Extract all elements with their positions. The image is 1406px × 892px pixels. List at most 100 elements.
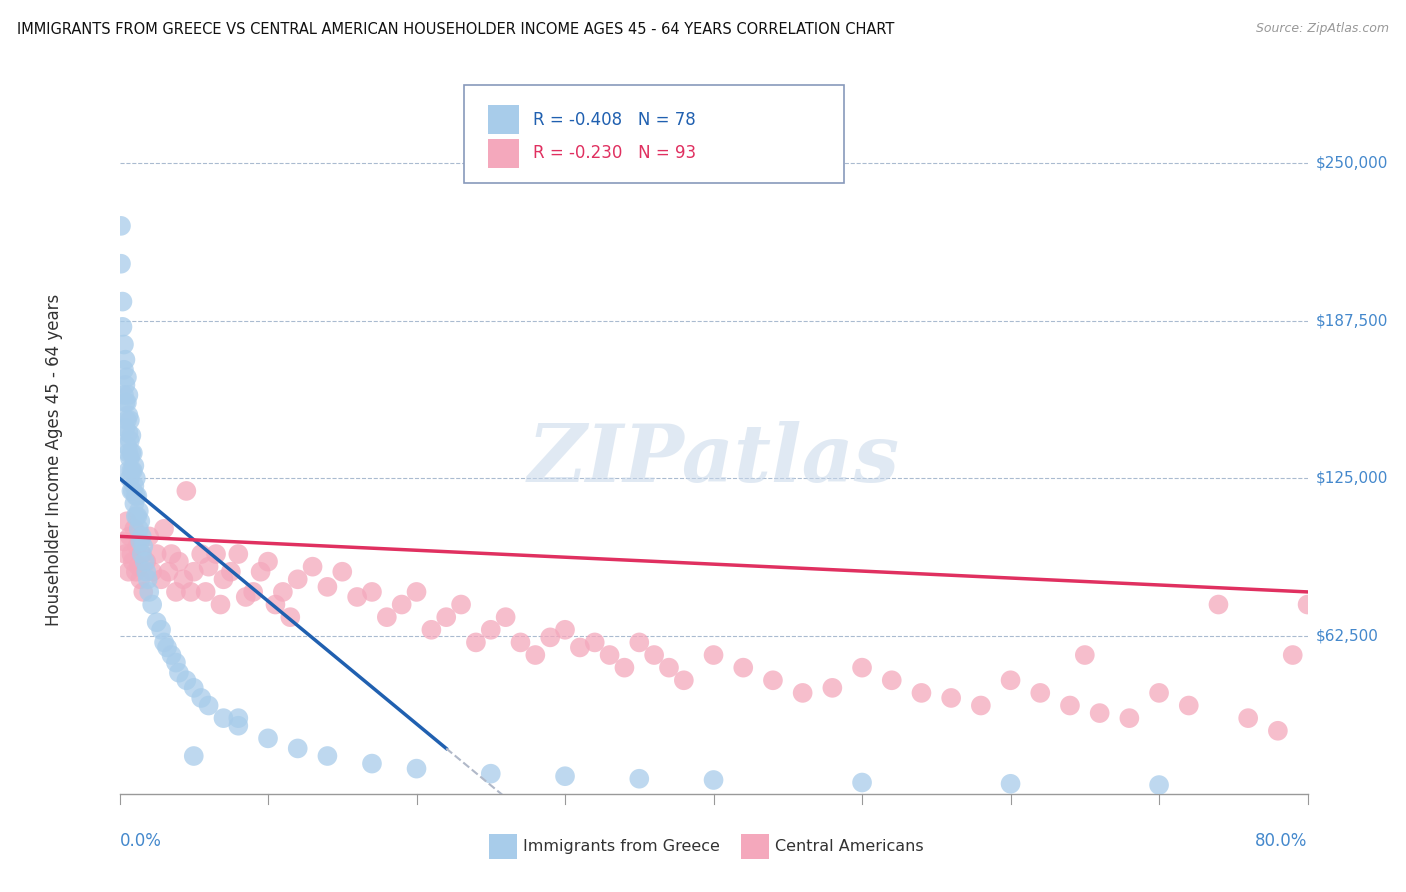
Point xyxy=(479,766,502,780)
Point xyxy=(190,547,212,561)
Point xyxy=(125,489,148,503)
Point xyxy=(118,451,141,466)
Point xyxy=(131,529,153,543)
Point xyxy=(128,504,150,518)
Point xyxy=(1029,686,1052,700)
Point xyxy=(228,719,250,733)
Point xyxy=(111,294,134,309)
Point xyxy=(613,660,636,674)
Point xyxy=(910,686,932,700)
Point xyxy=(122,464,145,478)
Text: R = -0.230   N = 93: R = -0.230 N = 93 xyxy=(533,145,696,162)
Point xyxy=(464,635,486,649)
Point xyxy=(228,547,250,561)
Point xyxy=(118,471,141,485)
Point xyxy=(127,509,149,524)
Point xyxy=(479,623,502,637)
Point xyxy=(450,598,472,612)
Point xyxy=(172,572,194,586)
Point xyxy=(183,565,205,579)
Text: Immigrants from Greece: Immigrants from Greece xyxy=(523,839,720,854)
Point xyxy=(127,540,149,554)
Point xyxy=(278,610,301,624)
Point xyxy=(141,598,163,612)
Point xyxy=(150,623,173,637)
Point xyxy=(970,698,993,713)
Point xyxy=(1118,711,1140,725)
Point xyxy=(160,648,183,662)
Point xyxy=(118,434,141,448)
Point xyxy=(165,585,187,599)
Point xyxy=(120,446,142,460)
Point xyxy=(124,479,146,493)
Point xyxy=(212,572,235,586)
Point xyxy=(129,514,152,528)
Text: $62,500: $62,500 xyxy=(1316,629,1379,644)
Point xyxy=(120,428,142,442)
Point xyxy=(658,660,681,674)
Point xyxy=(361,585,384,599)
Point xyxy=(792,686,814,700)
Point xyxy=(568,640,591,655)
Point xyxy=(219,565,242,579)
Point xyxy=(165,656,187,670)
Point xyxy=(150,572,173,586)
Point xyxy=(205,547,228,561)
Text: R = -0.408   N = 78: R = -0.408 N = 78 xyxy=(533,111,696,128)
Point xyxy=(117,464,139,478)
Point xyxy=(434,610,457,624)
Point xyxy=(1147,686,1170,700)
Text: $250,000: $250,000 xyxy=(1316,155,1388,170)
Text: $187,500: $187,500 xyxy=(1316,313,1388,328)
Point xyxy=(851,660,873,674)
Point xyxy=(287,741,309,756)
Text: Householder Income Ages 45 - 64 years: Householder Income Ages 45 - 64 years xyxy=(45,293,63,625)
Point xyxy=(117,408,139,422)
Point xyxy=(1237,711,1260,725)
Point xyxy=(160,547,183,561)
Point xyxy=(851,775,873,789)
Point xyxy=(129,534,152,549)
Point xyxy=(128,522,150,536)
Point xyxy=(131,547,153,561)
Text: Central Americans: Central Americans xyxy=(775,839,924,854)
Point xyxy=(316,749,339,764)
Point xyxy=(114,421,136,435)
Point xyxy=(271,585,294,599)
Point xyxy=(153,635,176,649)
Point xyxy=(117,388,139,402)
Point xyxy=(132,540,155,554)
Point xyxy=(180,585,202,599)
Point xyxy=(167,555,190,569)
Point xyxy=(330,565,353,579)
Point xyxy=(405,762,427,776)
Point xyxy=(1000,777,1022,791)
Point xyxy=(228,711,250,725)
Point xyxy=(115,514,138,528)
Point xyxy=(1267,723,1289,738)
Point xyxy=(125,471,148,485)
Point xyxy=(495,610,517,624)
Point xyxy=(405,585,427,599)
Text: 80.0%: 80.0% xyxy=(1256,831,1308,850)
Point xyxy=(554,623,576,637)
Point xyxy=(702,648,725,662)
Point xyxy=(145,615,167,630)
Point xyxy=(628,635,651,649)
Point xyxy=(131,547,153,561)
Point xyxy=(375,610,398,624)
Point xyxy=(118,529,141,543)
Point xyxy=(112,534,135,549)
Point xyxy=(346,590,368,604)
Point xyxy=(599,648,621,662)
Point xyxy=(115,438,138,452)
Point xyxy=(1296,598,1319,612)
Point xyxy=(183,749,205,764)
Point xyxy=(1000,673,1022,688)
Point xyxy=(1281,648,1303,662)
Point xyxy=(1059,698,1081,713)
Point xyxy=(733,660,755,674)
Point xyxy=(114,395,136,409)
Text: IMMIGRANTS FROM GREECE VS CENTRAL AMERICAN HOUSEHOLDER INCOME AGES 45 - 64 YEARS: IMMIGRANTS FROM GREECE VS CENTRAL AMERIC… xyxy=(17,22,894,37)
Point xyxy=(197,559,219,574)
